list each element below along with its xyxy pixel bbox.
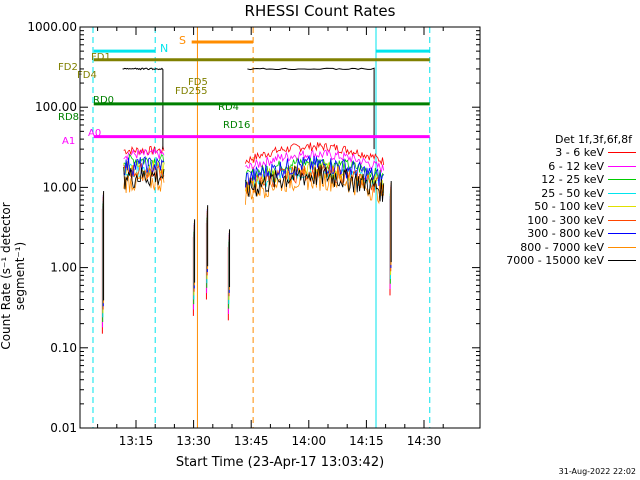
- legend-swatch: [608, 219, 636, 221]
- footer-date: 31-Aug-2022 22:02: [558, 467, 636, 476]
- flag-label-rd0: RD0: [93, 95, 114, 106]
- state-trace-1: [247, 67, 375, 150]
- legend-swatch: [608, 246, 636, 248]
- legend-label: 25 - 50 keV: [541, 186, 604, 200]
- legend-entry: 3 - 6 keV: [486, 146, 636, 160]
- legend-swatch: [608, 152, 636, 154]
- x-tick-label-3: 14:00: [292, 434, 327, 448]
- flag-label-a0: A0: [88, 128, 101, 139]
- legend-entry: 7000 - 15000 keV: [486, 254, 636, 268]
- y-tick-label-5: 0.01: [50, 421, 77, 435]
- x-tick-label-2: 13:45: [234, 434, 269, 448]
- flag-label-s: S: [179, 34, 186, 47]
- legend-label: 50 - 100 keV: [534, 200, 604, 214]
- legend-swatch: [608, 192, 636, 194]
- data-series: [101, 67, 392, 334]
- legend-label: 7000 - 15000 keV: [506, 254, 604, 268]
- flag-label-rd4: RD4: [218, 102, 239, 113]
- x-tick-label-4: 14:15: [349, 434, 384, 448]
- y-tick-label-4: 0.10: [50, 341, 77, 355]
- x-tick-label-1: 13:30: [176, 434, 211, 448]
- series-8-trace-1: [245, 165, 385, 202]
- legend-swatch: [608, 233, 636, 235]
- flag-label-fd2: FD2: [58, 62, 78, 73]
- flag-label-rd8: RD8: [58, 112, 79, 123]
- legend-label: 12 - 25 keV: [541, 173, 604, 187]
- vertical-markers: [92, 27, 431, 428]
- legend-swatch: [608, 260, 636, 262]
- x-tick-label-0: 13:15: [119, 434, 154, 448]
- chart-title: RHESSI Count Rates: [244, 2, 396, 20]
- legend-entry: 300 - 800 keV: [486, 227, 636, 241]
- flag-label-fd1: FD1: [91, 52, 111, 63]
- y-tick-label-2: 10.00: [43, 180, 77, 194]
- flag-bars: [93, 40, 430, 139]
- series-6-trace-1: [245, 154, 385, 188]
- y-axis-label: Count Rate (s⁻¹ detector segment⁻¹): [0, 202, 27, 350]
- flag-label-fd255: FD255: [175, 86, 208, 97]
- legend-entry: 25 - 50 keV: [486, 187, 636, 201]
- flag-label-rd16: RD16: [223, 120, 250, 131]
- legend-entry: 100 - 300 keV: [486, 214, 636, 228]
- plot-frame: [79, 26, 481, 429]
- series-3-trace-0: [123, 161, 165, 178]
- legend-title: Det 1f,3f,6f,8f: [554, 133, 632, 146]
- legend-label: 100 - 300 keV: [527, 213, 604, 227]
- legend-label: 3 - 6 keV: [555, 146, 604, 160]
- axes-ticks: 1000.00 100.00 10.00 1.00 0.10 0.01 13:15 13:30…: [27, 20, 480, 448]
- flag-label-n: N: [160, 42, 168, 55]
- legend-entry: 6 - 12 keV: [486, 160, 636, 174]
- legend-entry: 50 - 100 keV: [486, 200, 636, 214]
- legend-swatch: [608, 179, 636, 181]
- x-axis-label: Start Time (23-Apr-17 13:03:42): [175, 455, 385, 470]
- y-tick-label-1: 100.00: [35, 100, 77, 114]
- series-8-trace-0: [123, 166, 165, 190]
- legend-entry: 12 - 25 keV: [486, 173, 636, 187]
- legend-swatch: [608, 165, 636, 167]
- state-trace-0: [122, 67, 164, 150]
- legend-label: 800 - 7000 keV: [520, 240, 604, 254]
- series-0-trace-1: [245, 142, 385, 166]
- legend-swatch: [608, 206, 636, 208]
- x-tick-label-5: 14:30: [407, 434, 442, 448]
- flag-label-fd5: FD5: [188, 77, 208, 88]
- legend-entry: 800 - 7000 keV: [486, 241, 636, 255]
- legend: Det 1f,3f,6f,8f 3 - 6 keV 6 - 12 keV 12 - …: [486, 133, 636, 268]
- legend-label: 300 - 800 keV: [527, 227, 604, 241]
- y-tick-label-3: 1.00: [50, 261, 77, 275]
- flag-label-a1: A1: [62, 136, 75, 147]
- flag-label-fd4: FD4: [77, 70, 97, 81]
- y-tick-label-0: 1000.00: [27, 20, 77, 34]
- legend-label: 6 - 12 keV: [548, 159, 604, 173]
